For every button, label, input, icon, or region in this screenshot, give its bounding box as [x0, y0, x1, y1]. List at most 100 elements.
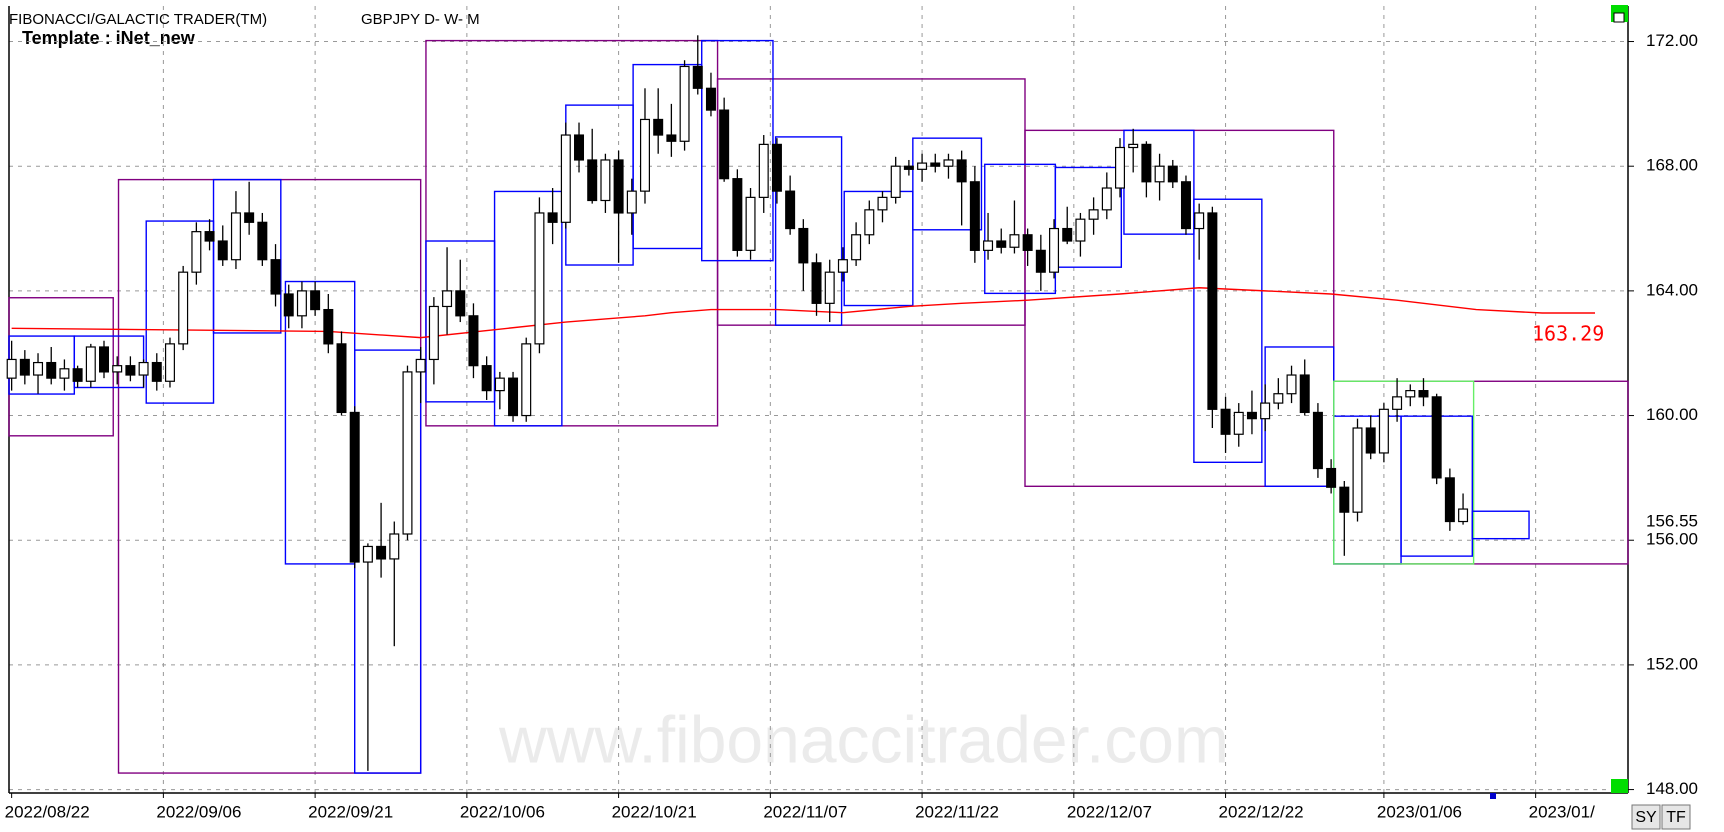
toolbar-button-label[interactable]: SY — [1635, 809, 1657, 826]
x-tick-label: 2022/11/22 — [915, 802, 999, 821]
candle-body — [1431, 396, 1442, 479]
candle-body — [33, 361, 44, 376]
candle-body — [864, 209, 875, 236]
candle-body — [494, 377, 505, 392]
template: Template : iNet_new — [22, 28, 196, 48]
candle-body — [336, 343, 347, 414]
candle-body — [1352, 427, 1363, 513]
candle-body — [310, 290, 321, 311]
range-box — [1054, 166, 1123, 268]
x-tick-label: 2022/12/07 — [1067, 802, 1152, 821]
candle-body — [1194, 212, 1205, 230]
candle-body — [1312, 411, 1323, 470]
candle-body — [811, 262, 822, 304]
candle-body — [481, 365, 492, 392]
candle-body — [1378, 408, 1389, 454]
candle-body — [138, 361, 149, 376]
candle-body — [983, 240, 994, 251]
x-tick-label: 2022/11/07 — [763, 802, 847, 821]
y-tick-label: 152.00 — [1646, 654, 1698, 673]
candle-body — [191, 231, 202, 273]
candle-body — [1260, 402, 1271, 420]
x-tick-label: 2022/09/06 — [156, 802, 241, 821]
toolbar-button-label[interactable]: TF — [1666, 809, 1686, 826]
candle-body — [296, 290, 307, 317]
ma-label: 163.29 — [1532, 322, 1604, 346]
candle-body — [389, 533, 400, 560]
candle-body — [1365, 427, 1376, 454]
candle-body — [204, 231, 215, 242]
candle-body — [785, 190, 796, 230]
candle-body — [244, 212, 255, 223]
candle-body — [283, 293, 294, 317]
candle-body — [178, 271, 189, 345]
y-tick-label: 164.00 — [1646, 280, 1698, 299]
candle-body — [771, 143, 782, 192]
candle-body — [85, 346, 96, 382]
candle-body — [99, 346, 110, 373]
watermark: www.fibonaccitrader.com — [498, 702, 1229, 776]
candle-body — [46, 361, 57, 379]
candle-body — [323, 308, 334, 345]
range-box — [843, 190, 914, 307]
candle-body — [837, 259, 848, 273]
candle-body — [719, 109, 730, 180]
ma-line — [11, 287, 1596, 339]
candle-body — [1405, 390, 1416, 398]
x-tick-label: 2022/12/22 — [1219, 802, 1304, 821]
candle-body — [732, 178, 743, 251]
candle-body — [1115, 146, 1126, 189]
candle-body — [1035, 249, 1046, 273]
candle-body — [1075, 218, 1086, 242]
candle-body — [917, 162, 928, 170]
range-box — [1193, 198, 1263, 464]
candle-body — [428, 305, 439, 361]
candle-body — [270, 259, 281, 295]
range-box — [493, 190, 563, 427]
toolbar-button[interactable] — [1661, 804, 1691, 830]
toolbar-button[interactable] — [1631, 804, 1661, 830]
candle-body — [19, 358, 30, 376]
candle-body — [1088, 209, 1099, 220]
candle-body — [151, 361, 162, 382]
last-price-label: 156.55 — [1646, 512, 1698, 531]
candle-body — [376, 545, 387, 560]
x-tick-label: 2022/09/21 — [308, 802, 393, 821]
candle-body — [613, 159, 624, 214]
candle-body — [903, 165, 914, 170]
candle-body — [1339, 486, 1350, 513]
app-title: FIBONACCI/GALACTIC TRADER(TM) — [9, 11, 267, 28]
candle-body — [1049, 227, 1060, 273]
corner-marker — [1611, 779, 1628, 793]
candle-body — [877, 196, 888, 211]
range-box — [912, 137, 983, 231]
candle-body — [1326, 467, 1337, 488]
candle-body — [930, 162, 941, 167]
candle-body — [72, 368, 83, 382]
candle-body — [824, 271, 835, 304]
candle-body — [679, 65, 690, 142]
candle-body — [626, 190, 637, 214]
x-tick-label: 2023/01/06 — [1377, 802, 1462, 821]
candle-body — [890, 165, 901, 198]
candle-body — [560, 134, 571, 223]
candle-body — [112, 365, 123, 373]
candle-body — [587, 159, 598, 202]
y-tick-label: 172.00 — [1646, 31, 1698, 50]
candle-body — [230, 212, 241, 261]
candle-body — [574, 134, 585, 161]
candle-body — [653, 118, 664, 136]
candle-body — [1207, 212, 1218, 410]
candle-body — [1418, 390, 1429, 398]
candle-body — [257, 221, 268, 261]
candle-body — [508, 377, 519, 417]
candle-body — [217, 240, 228, 261]
x-tick-label: 2023/01/ — [1529, 802, 1595, 821]
symbol: GBPJPY D- W- M — [361, 11, 480, 28]
candle-body — [1128, 143, 1139, 149]
candle-body — [1101, 187, 1112, 211]
candle-body — [1009, 234, 1020, 248]
range-box — [1471, 510, 1530, 540]
x-tick-label: 2022/08/22 — [5, 802, 90, 821]
